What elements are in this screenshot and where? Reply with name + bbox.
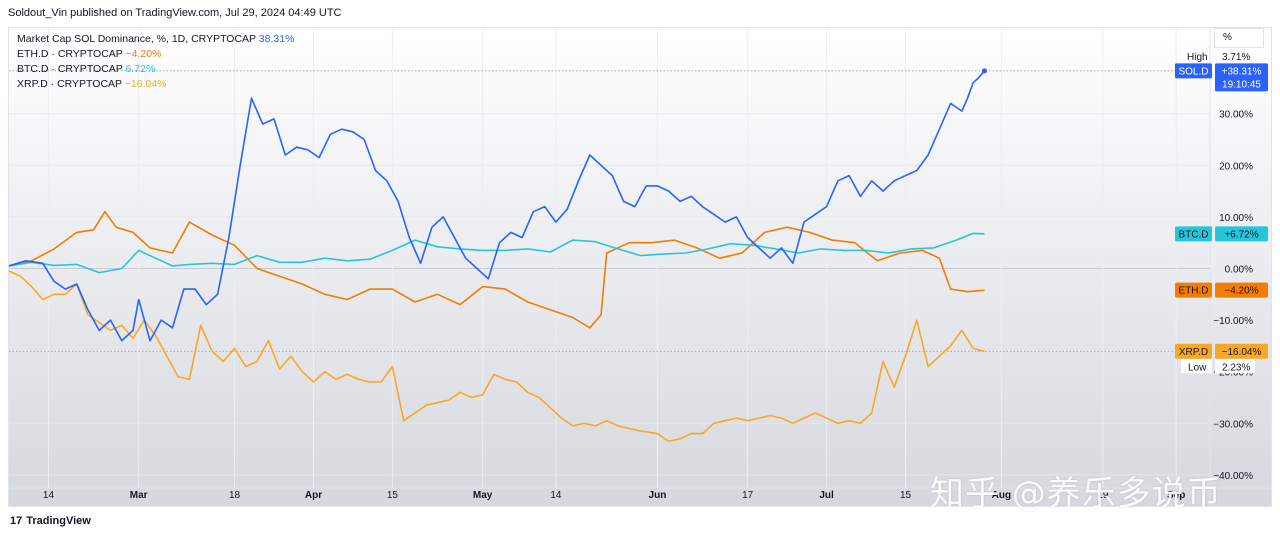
chart-frame — [8, 27, 1272, 507]
legend-row-btc[interactable]: BTC.D · CRYPTOCAP 6.72% — [17, 62, 294, 77]
series-line-btc-d[interactable] — [8, 232, 985, 274]
series-line-eth-d[interactable] — [8, 210, 985, 329]
y-tick-label: 30.00% — [1219, 110, 1253, 121]
badge-value: −16.04% — [1222, 347, 1262, 358]
y-tick-label: 10.00% — [1219, 213, 1253, 224]
badge-series-label: ETH.D — [1179, 286, 1209, 297]
high-label: High — [1187, 52, 1208, 63]
price-badges: High 3.71% SOL.D +38.31% 19:10:45 BTC.D +6.72%… — [1175, 52, 1268, 374]
low-label-bg — [1181, 359, 1212, 374]
y-tick-label: 0.00% — [1225, 265, 1253, 276]
legend-row-eth[interactable]: ETH.D · CRYPTOCAP −4.20% — [17, 47, 294, 62]
x-tick-label: 18 — [229, 490, 241, 501]
badge-name-bg — [1175, 226, 1212, 242]
legend-name: Market Cap SOL Dominance, %, 1D, CRYPTOC… — [17, 33, 256, 45]
legend-row-sol[interactable]: Market Cap SOL Dominance, %, 1D, CRYPTOC… — [17, 32, 294, 47]
badge-value-bg — [1215, 343, 1268, 359]
series-line-sol-d[interactable] — [8, 70, 986, 342]
low-value-bg — [1215, 359, 1255, 374]
x-tick-label: 15 — [387, 490, 399, 501]
badge-value: +6.72% — [1224, 229, 1258, 240]
badge-countdown: 19:10:45 — [1222, 79, 1261, 90]
x-tick-label: 15 — [900, 490, 912, 501]
badge-value: −4.20% — [1224, 286, 1258, 297]
x-tick-label: 14 — [43, 490, 55, 501]
sol-last-point — [981, 68, 988, 74]
legend-name: ETH.D · CRYPTOCAP — [17, 48, 123, 60]
legend-value: −16.04% — [124, 78, 167, 90]
x-tick-label: Mar — [130, 490, 148, 501]
x-axis-labels: 14 Mar 18 Apr 15 May 14 Jun 17 Jul 15 Aug 19 Sep — [43, 490, 1185, 501]
x-tick-label: 14 — [550, 490, 562, 501]
legend-value: −4.20% — [125, 48, 162, 60]
x-tick-label: Apr — [305, 490, 322, 501]
badge-series-label: SOL.D — [1178, 66, 1208, 77]
watermark-text: 知乎 @养乐多说币 — [930, 474, 1222, 514]
x-tick-label: Jun — [649, 490, 667, 501]
badge-value: +38.31% — [1222, 66, 1262, 77]
legend-value: 6.72% — [125, 63, 156, 75]
y-tick-label: −10.00% — [1213, 316, 1253, 327]
legend-name: BTC.D · CRYPTOCAP — [17, 63, 123, 75]
series-lines — [8, 68, 988, 443]
badge-name-bg — [1175, 343, 1212, 359]
x-tick-label: Sep — [1167, 490, 1185, 501]
badge-value-bg — [1215, 63, 1268, 92]
grid-lines — [9, 28, 1271, 506]
x-tick-label: 17 — [742, 490, 754, 501]
legend-value: 38.31% — [258, 33, 295, 45]
legend-name: XRP.D · CRYPTOCAP — [17, 78, 122, 90]
series-line-xrp-d[interactable] — [8, 270, 985, 443]
low-value: 2.23% — [1222, 362, 1250, 373]
plot-background — [9, 28, 1271, 506]
badge-name-bg — [1175, 63, 1212, 79]
publisher-caption: Soldout_Vin published on TradingView.com… — [8, 7, 342, 19]
low-label: Low — [1188, 362, 1207, 373]
x-tick-label: Aug — [992, 490, 1011, 501]
badge-series-label: XRP.D — [1179, 347, 1208, 358]
percent-scale-button[interactable]: % — [1214, 28, 1264, 48]
tradingview-name: TradingView — [26, 515, 91, 527]
x-tick-label: Jul — [819, 490, 834, 501]
y-tick-label: −30.00% — [1213, 419, 1253, 430]
tradingview-logo-icon: 17 — [10, 515, 23, 527]
y-tick-label: −40.00% — [1213, 471, 1253, 482]
badge-name-bg — [1175, 282, 1212, 298]
badge-value-bg — [1215, 226, 1268, 242]
y-tick-label: 20.00% — [1219, 161, 1253, 172]
badge-series-label: BTC.D — [1179, 229, 1209, 240]
x-tick-label: 19 — [1097, 490, 1109, 501]
tradingview-logo[interactable]: 17 TradingView — [10, 515, 91, 527]
x-tick-label: May — [473, 490, 493, 501]
high-value: 3.71% — [1222, 52, 1250, 63]
badge-value-bg — [1215, 282, 1268, 298]
legend-row-xrp[interactable]: XRP.D · CRYPTOCAP −16.04% — [17, 77, 294, 92]
chart-legend: Market Cap SOL Dominance, %, 1D, CRYPTOC… — [17, 32, 294, 92]
